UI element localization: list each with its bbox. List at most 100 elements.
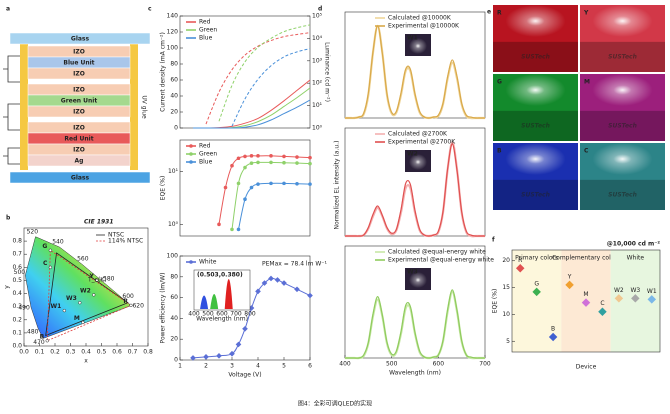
marker: [230, 227, 234, 232]
group-label: Complementary colors: [552, 255, 620, 262]
wavelength-label: 470: [33, 339, 45, 346]
marker: [282, 154, 286, 159]
point: [581, 298, 591, 307]
y-tick-label: 0.1: [12, 329, 22, 336]
layer-label: IZO: [73, 147, 85, 154]
marker: [307, 292, 313, 299]
x-tick-label: 2: [204, 363, 208, 370]
wavelength-label: 520: [27, 229, 39, 236]
inset-tick-label: 800: [244, 311, 256, 318]
legend-label: Calculated @2700K: [388, 131, 448, 138]
plot-frame: [179, 139, 311, 237]
panel-letter: f: [492, 237, 495, 244]
marker: [295, 155, 299, 159]
y-tick-label: 140: [167, 13, 179, 20]
photo-glow: [505, 5, 566, 37]
y-tick-label: 0.5: [12, 277, 22, 284]
marker: [308, 182, 312, 186]
legend-label: NTSC: [108, 232, 124, 239]
plot-frame: [344, 127, 486, 237]
inset-peak: [200, 295, 209, 309]
color-point: [48, 265, 52, 269]
marker: [223, 185, 228, 190]
marker: [269, 181, 273, 186]
photo-shade: [580, 110, 665, 141]
layer: [27, 105, 131, 118]
panel-letter: d: [318, 6, 322, 13]
photo-brand: SUSTech: [608, 192, 637, 199]
inset-tick-label: 700: [230, 311, 242, 318]
y-tick-label: 5: [506, 338, 510, 345]
marker: [190, 355, 196, 361]
y2-tick-label: 10³: [312, 57, 323, 64]
legend-label: Green: [199, 27, 217, 34]
layer-label: IZO: [73, 49, 85, 56]
group-label: Primary colors: [515, 255, 558, 262]
photo-label: C: [584, 148, 589, 155]
point: [614, 294, 624, 303]
photo-shade: [493, 110, 578, 141]
legend-label: Blue: [199, 35, 213, 42]
panel-letter: b: [6, 215, 11, 222]
layer-label: Green Unit: [61, 98, 98, 105]
marker: [282, 160, 286, 165]
plot-frame: [511, 249, 661, 353]
series-line: [345, 143, 485, 237]
x-axis-label: Wavelength (nm): [389, 370, 441, 377]
uv-glue: [130, 44, 138, 170]
y-tick-label: 10¹: [168, 168, 179, 175]
y-tick-label: 120: [167, 29, 179, 36]
y-axis-label: Normalized EL intensity (a.u.): [334, 141, 341, 230]
marker: [269, 154, 273, 158]
layer-label: Glass: [71, 36, 90, 43]
y2-tick-label: 10⁰: [312, 125, 323, 132]
layer: [9, 32, 151, 45]
layer-label: IZO: [73, 71, 85, 78]
series-line: [345, 25, 485, 119]
inset-text: (0.503,0.380): [197, 272, 243, 279]
point-label: W3: [630, 287, 640, 294]
color-point: [95, 278, 99, 283]
point: [631, 294, 640, 303]
point-label: M: [583, 291, 588, 298]
wavelength-label: 540: [52, 239, 64, 246]
y-tick-label: 80: [170, 273, 178, 280]
photo-label: M: [584, 79, 590, 86]
legend-label: Calculated @equal-energy white: [388, 249, 486, 256]
color-point: [92, 293, 96, 297]
point: [532, 287, 541, 297]
inset-x-label: Wavelength (nm): [196, 316, 248, 323]
marker: [274, 277, 281, 283]
marker: [217, 222, 221, 227]
layer-label: IZO: [73, 125, 85, 132]
point-label: G: [42, 243, 47, 250]
y-tick-label: 80: [170, 61, 178, 68]
spectral-locus: [25, 236, 132, 339]
legend-marker: [189, 144, 193, 148]
y-tick-label: 60: [170, 294, 178, 301]
x-tick-label: 0.6: [112, 349, 122, 356]
point-label: B: [40, 333, 45, 340]
marker: [282, 181, 286, 186]
y2-axis-label: Luminance (cd m⁻²): [324, 42, 331, 102]
wavelength-label: 620: [132, 302, 144, 309]
wavelength-label: 580: [103, 275, 115, 282]
plot-frame: [344, 245, 486, 359]
marker: [236, 227, 241, 232]
series-line: [205, 32, 311, 125]
point: [598, 307, 607, 316]
point-label: M: [74, 315, 80, 322]
legend-marker: [189, 160, 193, 164]
photo-label: Y: [583, 10, 589, 17]
layer-label: Glass: [71, 175, 90, 182]
y-tick-label: 10: [502, 311, 510, 318]
marker: [236, 181, 241, 186]
y2-tick-label: 10¹: [312, 102, 323, 109]
marker: [243, 165, 247, 170]
point-label: C: [600, 300, 604, 307]
y-axis-label: EQE (%): [492, 289, 499, 314]
wavelength-label: 560: [77, 256, 89, 263]
photo-glow: [505, 74, 566, 106]
x-axis-label: x: [84, 358, 88, 365]
marker: [256, 182, 260, 186]
